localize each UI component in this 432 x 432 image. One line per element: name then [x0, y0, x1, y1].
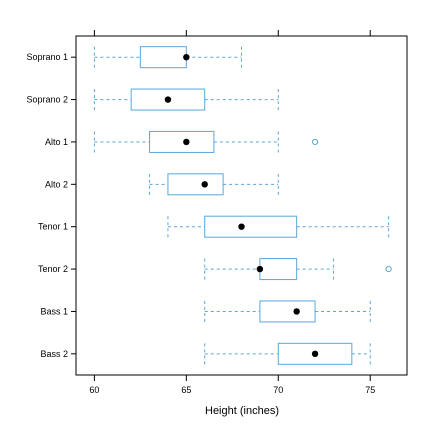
- x-tick-label: 70: [273, 385, 283, 395]
- y-tick-label: Bass 2: [40, 349, 68, 359]
- y-tick-label: Tenor 2: [38, 264, 68, 274]
- x-tick-label: 65: [181, 385, 191, 395]
- median-dot: [164, 96, 172, 103]
- y-tick-label: Soprano 2: [26, 95, 68, 105]
- median-dot: [238, 223, 245, 230]
- plot-frame: [75, 35, 408, 376]
- box-bass-2: [204, 342, 371, 365]
- iqr-box: [259, 258, 298, 281]
- bottom-axis: 60 65 70 75: [89, 375, 375, 395]
- y-tick-label: Bass 1: [40, 306, 68, 316]
- median-dot: [183, 138, 190, 146]
- top-axis-ticks: [93, 30, 371, 36]
- y-tick-label: Soprano 1: [26, 52, 68, 62]
- left-axis: Soprano 1 Soprano 2 Alto 1 Alto 2 Tenor 1 Ten…: [26, 52, 76, 359]
- iqr-box: [130, 88, 206, 111]
- iqr-box: [149, 130, 215, 153]
- median-dot: [311, 350, 319, 358]
- iqr-box: [167, 173, 224, 196]
- box-series: [93, 46, 392, 365]
- box-tenor-1: [167, 215, 390, 238]
- x-tick-label: 60: [89, 385, 99, 395]
- y-tick-label: Alto 2: [45, 179, 68, 189]
- iqr-box: [204, 215, 298, 238]
- box-bass-1: [204, 300, 371, 323]
- box-alto-1: [93, 130, 319, 153]
- median-dot: [256, 265, 264, 273]
- x-axis-title: Height (inches): [205, 405, 279, 417]
- y-tick-label: Alto 1: [45, 137, 68, 147]
- box-tenor-2: [204, 258, 392, 281]
- median-dot: [293, 308, 300, 315]
- iqr-box: [259, 300, 316, 323]
- median-dot: [183, 53, 190, 61]
- box-soprano-1: [93, 46, 242, 69]
- outlier-point: [311, 138, 319, 146]
- box-alto-2: [149, 173, 279, 196]
- median-dot: [201, 181, 208, 188]
- x-tick-label: 75: [365, 385, 375, 395]
- iqr-box: [139, 46, 187, 69]
- box-soprano-2: [93, 88, 279, 111]
- y-tick-label: Tenor 1: [38, 222, 68, 232]
- iqr-box: [277, 342, 353, 365]
- outlier-point: [385, 265, 392, 273]
